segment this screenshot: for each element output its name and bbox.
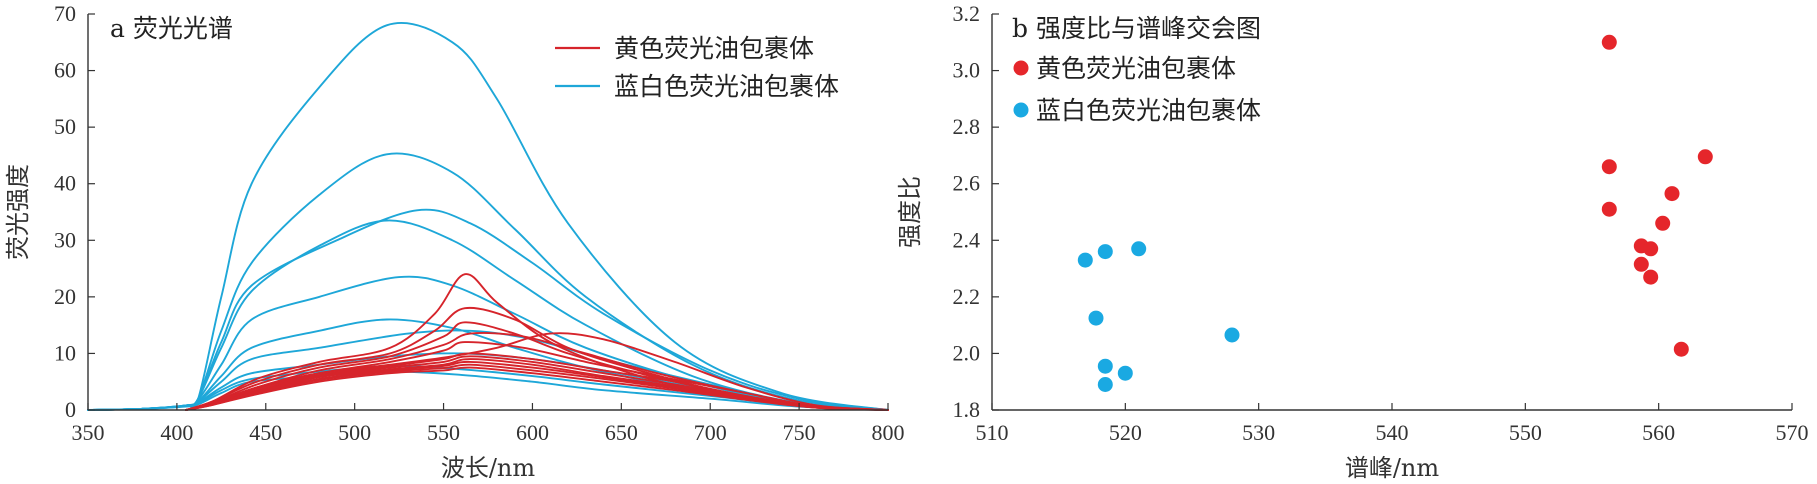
blue-white-spectrum-line	[87, 219, 889, 411]
scatter-points-group	[1077, 34, 1713, 392]
panel-b-y-axis-title: 强度比	[896, 176, 924, 248]
yellow-inclusion-point	[1697, 149, 1713, 165]
blue-white-inclusion-point	[1224, 327, 1240, 343]
blue-white-inclusion-point	[1077, 252, 1093, 268]
x-tick-label: 650	[605, 420, 638, 445]
blue-white-inclusion-point	[1117, 365, 1133, 381]
panel-a-fluorescence-spectra: 350 400 450 500 550 600 650 700 750 800 0 10 20 30 40…	[4, 1, 905, 482]
blue-white-inclusion-point	[1097, 244, 1113, 260]
x-tick-label: 510	[976, 420, 1009, 445]
panel-a-legend: 黄色荧光油包裹体 蓝白色荧光油包裹体	[555, 34, 839, 101]
y-tick-label: 2.2	[953, 284, 981, 309]
y-tick-label: 1.8	[953, 397, 981, 422]
y-tick-label: 3.0	[953, 58, 981, 83]
y-tick-label: 40	[54, 171, 76, 196]
x-tick-label: 450	[249, 420, 282, 445]
y-tick-label: 2.6	[953, 171, 981, 196]
yellow-inclusion-point	[1643, 269, 1659, 285]
legend-label-blue-b: 蓝白色荧光油包裹体	[1036, 96, 1261, 125]
y-tick-label: 2.4	[953, 227, 981, 252]
x-tick-label: 800	[872, 420, 905, 445]
panel-b-legend: 黄色荧光油包裹体 蓝白色荧光油包裹体	[1013, 54, 1261, 125]
blue-white-inclusion-point	[1097, 358, 1113, 374]
x-tick-label: 700	[694, 420, 727, 445]
yellow-inclusion-point	[1673, 341, 1689, 357]
y-tick-label: 70	[54, 1, 76, 26]
panel-b-x-ticks: 510 520 530 540 550 560 570	[976, 403, 1809, 445]
yellow-inclusion-point	[1664, 186, 1680, 202]
panel-a-x-ticks: 350 400 450 500 550 600 650 700 750 800	[72, 403, 905, 445]
yellow-inclusion-point	[1601, 34, 1617, 50]
legend-marker-yellow	[1013, 60, 1029, 76]
x-tick-label: 560	[1642, 420, 1675, 445]
blue-white-inclusion-point	[1088, 310, 1104, 326]
panel-b-title: b 强度比与谱峰交会图	[1012, 14, 1261, 43]
x-tick-label: 350	[72, 420, 105, 445]
yellow-inclusion-point	[1601, 159, 1617, 175]
panel-b-y-ticks: 1.8 2.0 2.2 2.4 2.6 2.8 3.0 3.2	[953, 1, 999, 422]
blue-white-inclusion-point	[1097, 377, 1113, 392]
yellow-inclusion-point	[1643, 241, 1659, 257]
x-tick-label: 500	[338, 420, 371, 445]
yellow-spectrum-line	[184, 352, 889, 411]
panel-a-x-axis-title: 波长/nm	[441, 454, 536, 482]
legend-marker-blue	[1013, 102, 1029, 118]
legend-label-yellow-b: 黄色荧光油包裹体	[1036, 54, 1236, 83]
y-tick-label: 3.2	[953, 1, 981, 26]
x-tick-label: 400	[160, 420, 193, 445]
panel-b-x-axis-title: 谱峰/nm	[1345, 454, 1440, 482]
panel-b-ratio-peak-crossplot: 510 520 530 540 550 560 570 1.8 2.0 2.2 2.4 2.6 2.8…	[896, 1, 1809, 482]
x-tick-label: 550	[1509, 420, 1542, 445]
x-tick-label: 750	[783, 420, 816, 445]
panel-a-y-axis-title: 荧光强度	[4, 164, 32, 260]
y-tick-label: 2.0	[953, 340, 981, 365]
x-tick-label: 550	[427, 420, 460, 445]
y-tick-label: 30	[54, 227, 76, 252]
y-tick-label: 50	[54, 114, 76, 139]
y-tick-label: 20	[54, 284, 76, 309]
yellow-inclusion-point	[1601, 201, 1617, 217]
y-tick-label: 2.8	[953, 114, 981, 139]
x-tick-label: 570	[1776, 420, 1809, 445]
y-tick-label: 60	[54, 58, 76, 83]
x-tick-label: 600	[516, 420, 549, 445]
y-tick-label: 0	[65, 397, 76, 422]
x-tick-label: 540	[1376, 420, 1409, 445]
yellow-spectra-group	[184, 273, 889, 411]
x-tick-label: 530	[1242, 420, 1275, 445]
yellow-spectrum-line	[184, 332, 889, 411]
x-tick-label: 520	[1109, 420, 1142, 445]
panel-a-title: a 荧光光谱	[110, 14, 233, 43]
legend-label-yellow: 黄色荧光油包裹体	[614, 34, 814, 63]
panel-a-y-ticks: 0 10 20 30 40 50 60 70	[54, 1, 95, 422]
blue-white-inclusion-point	[1131, 241, 1147, 257]
yellow-inclusion-point	[1655, 215, 1671, 231]
yellow-inclusion-point	[1633, 256, 1649, 272]
legend-label-blue: 蓝白色荧光油包裹体	[614, 72, 839, 101]
y-tick-label: 10	[54, 340, 76, 365]
yellow-spectrum-line	[184, 366, 889, 411]
